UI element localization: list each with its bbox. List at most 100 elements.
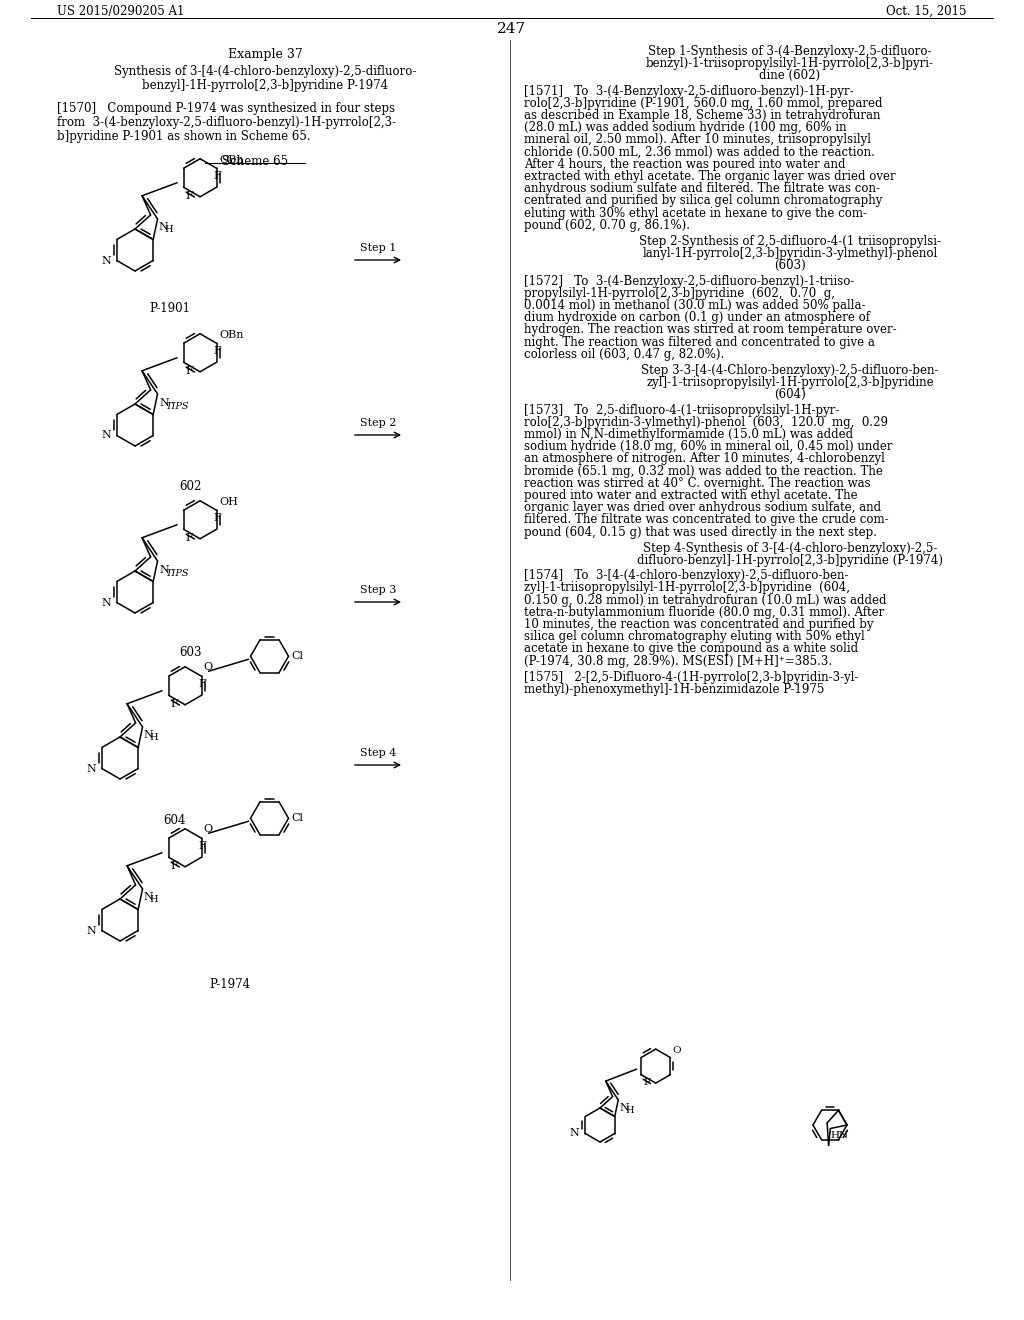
Text: extracted with ethyl acetate. The organic layer was dried over: extracted with ethyl acetate. The organi… <box>524 170 896 183</box>
Text: H: H <box>165 224 173 234</box>
Text: (604): (604) <box>774 388 806 401</box>
Text: 602: 602 <box>179 480 201 492</box>
Text: N: N <box>101 430 111 441</box>
Text: Step 4: Step 4 <box>359 748 396 758</box>
Text: F: F <box>171 700 178 709</box>
Text: P-1974: P-1974 <box>210 978 251 991</box>
Text: Step 2-Synthesis of 2,5-difluoro-4-(1 triisopropylsi-: Step 2-Synthesis of 2,5-difluoro-4-(1 tr… <box>639 235 941 248</box>
Text: dine (602): dine (602) <box>760 70 820 82</box>
Text: N: N <box>101 598 111 607</box>
Text: Cl: Cl <box>292 651 303 661</box>
Text: F: F <box>185 366 194 376</box>
Text: zyl]-1-triisopropylsilyl-1H-pyrrolo[2,3-b]pyridine  (604,: zyl]-1-triisopropylsilyl-1H-pyrrolo[2,3-… <box>524 581 850 594</box>
Text: mineral oil, 2.50 mmol). After 10 minutes, triisopropylsilyl: mineral oil, 2.50 mmol). After 10 minute… <box>524 133 871 147</box>
Text: Step 2: Step 2 <box>359 418 396 428</box>
Text: zyl]-1-triisopropylsilyl-1H-pyrrolo[2,3-b]pyridine: zyl]-1-triisopropylsilyl-1H-pyrrolo[2,3-… <box>646 376 934 389</box>
Text: lanyl-1H-pyrrolo[2,3-b]pyridin-3-ylmethyl)-phenol: lanyl-1H-pyrrolo[2,3-b]pyridin-3-ylmethy… <box>642 247 938 260</box>
Text: [1570]   Compound P-1974 was synthesized in four steps: [1570] Compound P-1974 was synthesized i… <box>57 102 395 115</box>
Text: OBn: OBn <box>219 156 244 165</box>
Text: N: N <box>159 222 168 232</box>
Text: H: H <box>150 733 158 742</box>
Text: organic layer was dried over anhydrous sodium sulfate, and: organic layer was dried over anhydrous s… <box>524 502 881 515</box>
Text: (28.0 mL) was added sodium hydride (100 mg, 60% in: (28.0 mL) was added sodium hydride (100 … <box>524 121 847 135</box>
Text: tetra-n-butylammonium fluoride (80.0 mg, 0.31 mmol). After: tetra-n-butylammonium fluoride (80.0 mg,… <box>524 606 885 619</box>
Text: [1572]   To  3-(4-Benzyloxy-2,5-difluoro-benzyl)-1-triiso-: [1572] To 3-(4-Benzyloxy-2,5-difluoro-be… <box>524 275 854 288</box>
Text: After 4 hours, the reaction was poured into water and: After 4 hours, the reaction was poured i… <box>524 158 846 170</box>
Text: [1574]   To  3-[4-(4-chloro-benzyloxy)-2,5-difluoro-ben-: [1574] To 3-[4-(4-chloro-benzyloxy)-2,5-… <box>524 569 849 582</box>
Text: O: O <box>673 1045 681 1055</box>
Text: [1575]   2-[2,5-Difluoro-4-(1H-pyrrolo[2,3-b]pyridin-3-yl-: [1575] 2-[2,5-Difluoro-4-(1H-pyrrolo[2,3… <box>524 671 858 684</box>
Text: pound (604, 0.15 g) that was used directly in the next step.: pound (604, 0.15 g) that was used direct… <box>524 525 877 539</box>
Text: N: N <box>143 730 154 741</box>
Text: pound (602, 0.70 g, 86.1%).: pound (602, 0.70 g, 86.1%). <box>524 219 690 232</box>
Text: F: F <box>185 191 194 201</box>
Text: P-1901: P-1901 <box>150 302 190 315</box>
Text: F: F <box>214 172 221 181</box>
Text: [1573]   To  2,5-difluoro-4-(1-triisopropylsilyl-1H-pyr-: [1573] To 2,5-difluoro-4-(1-triisopropyl… <box>524 404 840 417</box>
Text: OBn: OBn <box>219 330 244 341</box>
Text: Scheme 65: Scheme 65 <box>222 154 288 168</box>
Text: night. The reaction was filtered and concentrated to give a: night. The reaction was filtered and con… <box>524 335 874 348</box>
Text: 0.150 g, 0.28 mmol) in tetrahydrofuran (10.0 mL) was added: 0.150 g, 0.28 mmol) in tetrahydrofuran (… <box>524 594 887 607</box>
Text: N: N <box>160 397 169 408</box>
Text: F: F <box>199 680 207 689</box>
Text: [1571]   To  3-(4-Benzyloxy-2,5-difluoro-benzyl)-1H-pyr-: [1571] To 3-(4-Benzyloxy-2,5-difluoro-be… <box>524 84 854 98</box>
Text: 604: 604 <box>164 814 186 828</box>
Text: rolo[2,3-b]pyridin-3-ylmethyl)-phenol  (603,  120.0  mg,  0.29: rolo[2,3-b]pyridin-3-ylmethyl)-phenol (6… <box>524 416 888 429</box>
Text: reaction was stirred at 40° C. overnight. The reaction was: reaction was stirred at 40° C. overnight… <box>524 477 870 490</box>
Text: benzyl]-1H-pyrrolo[2,3-b]pyridine P-1974: benzyl]-1H-pyrrolo[2,3-b]pyridine P-1974 <box>142 79 388 92</box>
Text: 0.0014 mol) in methanol (30.0 mL) was added 50% palla-: 0.0014 mol) in methanol (30.0 mL) was ad… <box>524 300 865 312</box>
Text: sodium hydride (18.0 mg, 60% in mineral oil, 0.45 mol) under: sodium hydride (18.0 mg, 60% in mineral … <box>524 440 893 453</box>
Text: Step 3: Step 3 <box>359 585 396 595</box>
Text: HN: HN <box>830 1131 849 1140</box>
Text: anhydrous sodium sulfate and filtered. The filtrate was con-: anhydrous sodium sulfate and filtered. T… <box>524 182 880 195</box>
Text: methyl)-phenoxymethyl]-1H-benzimidazole P-1975: methyl)-phenoxymethyl]-1H-benzimidazole … <box>524 682 824 696</box>
Text: mmol) in N,N-dimethylformamide (15.0 mL) was added: mmol) in N,N-dimethylformamide (15.0 mL)… <box>524 428 853 441</box>
Text: b]pyridine P-1901 as shown in Scheme 65.: b]pyridine P-1901 as shown in Scheme 65. <box>57 129 310 143</box>
Text: N: N <box>143 892 154 902</box>
Text: difluoro-benzyl]-1H-pyrrolo[2,3-b]pyridine (P-1974): difluoro-benzyl]-1H-pyrrolo[2,3-b]pyridi… <box>637 554 943 568</box>
Text: as described in Example 18, Scheme 33) in tetrahydrofuran: as described in Example 18, Scheme 33) i… <box>524 110 881 121</box>
Text: N: N <box>569 1129 580 1138</box>
Text: (603): (603) <box>774 260 806 272</box>
Text: Example 37: Example 37 <box>227 48 302 61</box>
Text: rolo[2,3-b]pyridine (P-1901, 560.0 mg, 1.60 mmol, prepared: rolo[2,3-b]pyridine (P-1901, 560.0 mg, 1… <box>524 96 883 110</box>
Text: poured into water and extracted with ethyl acetate. The: poured into water and extracted with eth… <box>524 488 858 502</box>
Text: F: F <box>214 346 221 356</box>
Text: Oct. 15, 2015: Oct. 15, 2015 <box>887 5 967 18</box>
Text: H: H <box>626 1106 634 1115</box>
Text: Cl: Cl <box>292 813 303 824</box>
Text: an atmosphere of nitrogen. After 10 minutes, 4-chlorobenzyl: an atmosphere of nitrogen. After 10 minu… <box>524 453 885 466</box>
Text: Step 1: Step 1 <box>359 243 396 253</box>
Text: colorless oil (603, 0.47 g, 82.0%).: colorless oil (603, 0.47 g, 82.0%). <box>524 347 724 360</box>
Text: filtered. The filtrate was concentrated to give the crude com-: filtered. The filtrate was concentrated … <box>524 513 889 527</box>
Text: Step 3-3-[4-(4-Chloro-benzyloxy)-2,5-difluoro-ben-: Step 3-3-[4-(4-Chloro-benzyloxy)-2,5-dif… <box>641 364 939 378</box>
Text: acetate in hexane to give the compound as a white solid: acetate in hexane to give the compound a… <box>524 643 858 656</box>
Text: F: F <box>214 513 221 523</box>
Text: 247: 247 <box>498 22 526 36</box>
Text: OH: OH <box>219 498 239 507</box>
Text: N: N <box>86 925 96 936</box>
Text: bromide (65.1 mg, 0.32 mol) was added to the reaction. The: bromide (65.1 mg, 0.32 mol) was added to… <box>524 465 883 478</box>
Text: F: F <box>185 533 194 544</box>
Text: US 2015/0290205 A1: US 2015/0290205 A1 <box>57 5 184 18</box>
Text: chloride (0.500 mL, 2.36 mmol) was added to the reaction.: chloride (0.500 mL, 2.36 mmol) was added… <box>524 145 874 158</box>
Text: 603: 603 <box>179 645 202 659</box>
Text: benzyl)-1-triisopropylsilyl-1H-pyrrolo[2,3-b]pyri-: benzyl)-1-triisopropylsilyl-1H-pyrrolo[2… <box>646 57 934 70</box>
Text: (P-1974, 30.8 mg, 28.9%). MS(ESI) [M+H]⁺=385.3.: (P-1974, 30.8 mg, 28.9%). MS(ESI) [M+H]⁺… <box>524 655 833 668</box>
Text: Synthesis of 3-[4-(4-chloro-benzyloxy)-2,5-difluoro-: Synthesis of 3-[4-(4-chloro-benzyloxy)-2… <box>114 65 416 78</box>
Text: O: O <box>204 824 213 834</box>
Text: propylsilyl-1H-pyrrolo[2,3-b]pyridine  (602,  0.70  g,: propylsilyl-1H-pyrrolo[2,3-b]pyridine (6… <box>524 286 835 300</box>
Text: F: F <box>643 1077 650 1086</box>
Text: Step 4-Synthesis of 3-[4-(4-chloro-benzyloxy)-2,5-: Step 4-Synthesis of 3-[4-(4-chloro-benzy… <box>643 541 937 554</box>
Text: N: N <box>101 256 111 265</box>
Text: N: N <box>160 565 169 576</box>
Text: 10 minutes, the reaction was concentrated and purified by: 10 minutes, the reaction was concentrate… <box>524 618 873 631</box>
Text: TIPS: TIPS <box>166 403 189 411</box>
Text: H: H <box>150 895 158 904</box>
Text: N: N <box>86 763 96 774</box>
Text: hydrogen. The reaction was stirred at room temperature over-: hydrogen. The reaction was stirred at ro… <box>524 323 897 337</box>
Text: silica gel column chromatography eluting with 50% ethyl: silica gel column chromatography eluting… <box>524 630 864 643</box>
Text: from  3-(4-benzyloxy-2,5-difluoro-benzyl)-1H-pyrrolo[2,3-: from 3-(4-benzyloxy-2,5-difluoro-benzyl)… <box>57 116 396 129</box>
Text: TIPS: TIPS <box>166 569 189 578</box>
